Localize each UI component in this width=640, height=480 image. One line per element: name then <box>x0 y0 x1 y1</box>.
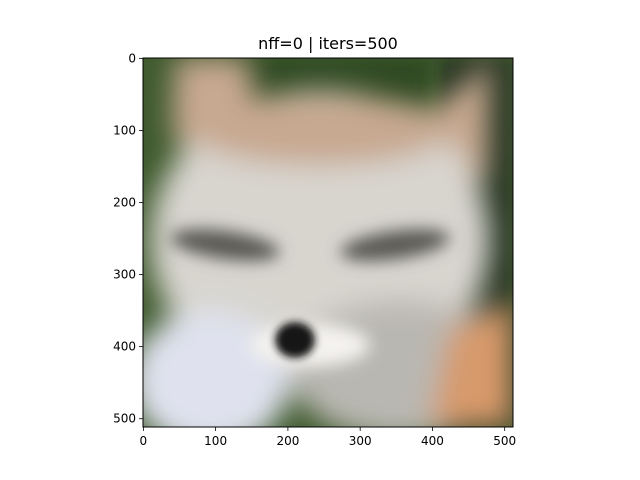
x-tick-label: 200 <box>276 434 299 448</box>
nose <box>275 322 315 358</box>
cheek-orange <box>430 300 513 427</box>
x-tick-label: 300 <box>349 434 372 448</box>
y-tick-label: 0 <box>128 51 136 65</box>
chart-title: nff=0 | iters=500 <box>258 34 398 53</box>
y-tick-label: 400 <box>113 340 136 354</box>
x-tick-label: 500 <box>493 434 516 448</box>
eye-right <box>340 229 450 261</box>
x-tick-label: 400 <box>421 434 444 448</box>
fox-features-layer <box>170 229 450 367</box>
y-axis: 0 100 200 300 400 500 <box>113 51 143 426</box>
eye-left <box>170 229 280 261</box>
x-tick-label: 0 <box>140 434 148 448</box>
fox-fur-layer <box>143 58 513 427</box>
x-axis: 0 100 200 300 400 500 <box>140 427 516 448</box>
fox-image <box>143 58 513 427</box>
axes-frame <box>142 57 514 428</box>
y-tick-label: 100 <box>113 123 136 137</box>
y-tick-label: 500 <box>113 412 136 426</box>
forehead <box>190 95 450 165</box>
x-tick-label: 100 <box>204 434 227 448</box>
y-tick-label: 300 <box>113 268 136 282</box>
y-tick-label: 200 <box>113 196 136 210</box>
